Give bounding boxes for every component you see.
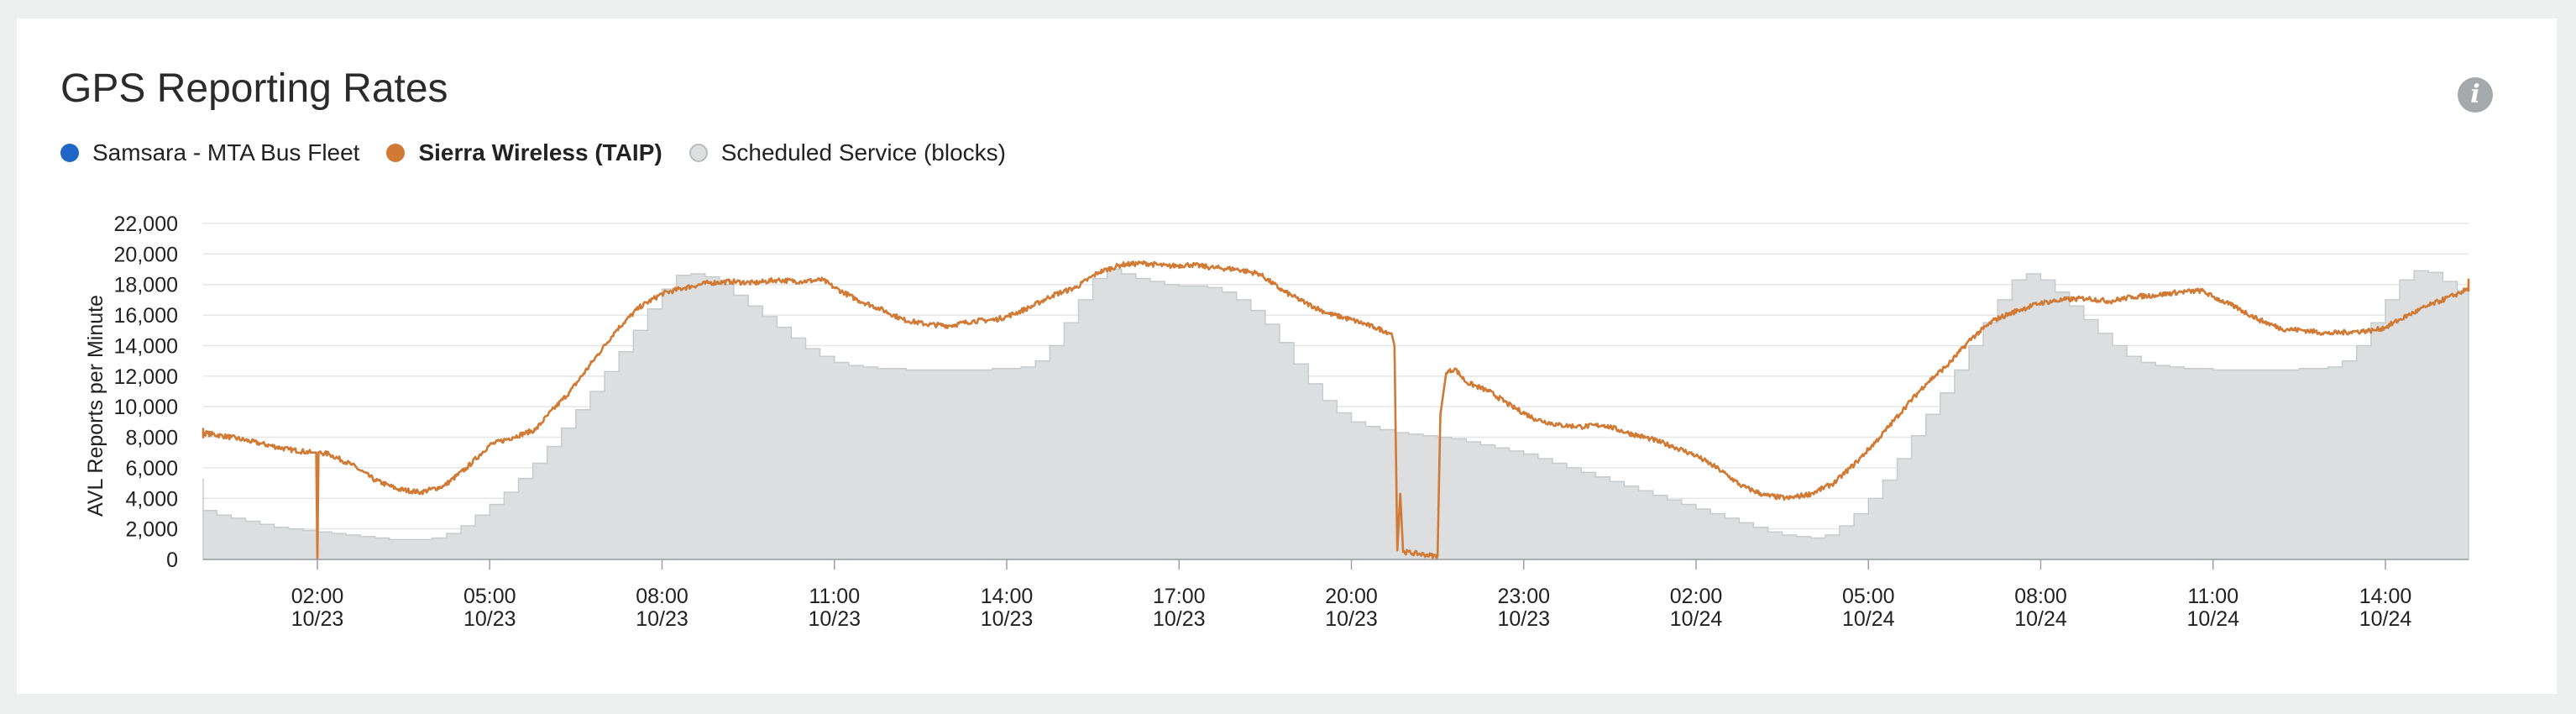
x-tick-time: 02:00 <box>1670 585 1723 608</box>
legend-label-sierra-wireless: Sierra Wireless (TAIP) <box>418 139 662 165</box>
y-tick-label: 22,000 <box>114 213 178 236</box>
x-tick-time: 20:00 <box>1325 585 1378 608</box>
sierra-wireless-series <box>202 260 2470 561</box>
x-tick-date: 10/23 <box>808 607 861 631</box>
x-tick-date: 10/23 <box>1497 607 1550 631</box>
x-tick-date: 10/23 <box>463 607 516 631</box>
x-tick-time: 08:00 <box>2014 585 2067 608</box>
scheduled-service-area <box>202 268 2469 560</box>
legend-item-sierra-wireless[interactable]: Sierra Wireless (TAIP) <box>386 139 662 166</box>
y-tick-label: 20,000 <box>114 243 178 266</box>
x-tick-date: 10/24 <box>1842 607 1895 631</box>
x-tick-date: 10/23 <box>1153 607 1206 631</box>
x-tick-time: 02:00 <box>291 585 344 608</box>
x-tick-date: 10/23 <box>636 607 689 631</box>
y-tick-label: 8,000 <box>125 427 178 450</box>
x-tick-date: 10/24 <box>2359 607 2412 631</box>
x-axis-ticks: 02:0010/2305:0010/2308:0010/2311:0010/23… <box>291 559 2412 631</box>
y-tick-label: 10,000 <box>114 396 178 419</box>
chart-title: GPS Reporting Rates <box>60 66 448 111</box>
y-tick-label: 6,000 <box>125 457 178 480</box>
legend-label-scheduled-service: Scheduled Service (blocks) <box>720 139 1006 165</box>
y-tick-label: 4,000 <box>125 487 178 511</box>
y-tick-label: 0 <box>166 549 178 572</box>
x-tick-time: 14:00 <box>2359 585 2412 608</box>
x-tick-date: 10/23 <box>981 607 1034 631</box>
x-tick-time: 11:00 <box>809 585 860 608</box>
x-tick-time: 05:00 <box>463 585 516 608</box>
legend-swatch-samsara <box>60 144 79 162</box>
y-tick-label: 12,000 <box>114 365 178 389</box>
scheduled-service-series <box>202 268 2469 560</box>
x-tick-date: 10/24 <box>2014 607 2067 631</box>
info-icon[interactable]: i <box>2458 77 2493 113</box>
x-tick-date: 10/23 <box>291 607 344 631</box>
y-tick-label: 16,000 <box>114 304 178 328</box>
x-tick-time: 08:00 <box>636 585 689 608</box>
legend-item-scheduled-service[interactable]: Scheduled Service (blocks) <box>689 139 1006 166</box>
x-tick-time: 17:00 <box>1153 585 1206 608</box>
x-tick-date: 10/24 <box>1670 607 1723 631</box>
x-tick-date: 10/24 <box>2186 607 2239 631</box>
y-tick-label: 18,000 <box>114 274 178 297</box>
legend-item-samsara[interactable]: Samsara - MTA Bus Fleet <box>60 139 359 166</box>
x-tick-time: 23:00 <box>1497 585 1550 608</box>
y-tick-label: 14,000 <box>114 334 178 358</box>
x-tick-time: 14:00 <box>981 585 1034 608</box>
sierra-wireless-line <box>202 260 2470 561</box>
y-tick-label: 2,000 <box>125 518 178 542</box>
legend-swatch-sierra-wireless <box>386 144 406 162</box>
legend-swatch-scheduled-service <box>689 144 708 162</box>
y-axis-ticks: 0 2,000 4,000 6,000 8,000 10,000 12,000 14,000 1… <box>114 213 178 572</box>
x-tick-time: 11:00 <box>2187 585 2238 608</box>
y-axis-label: AVL Reports per Minute <box>84 295 107 517</box>
x-tick-date: 10/23 <box>1325 607 1378 631</box>
x-tick-time: 05:00 <box>1842 585 1895 608</box>
legend-label-samsara: Samsara - MTA Bus Fleet <box>92 139 360 165</box>
legend: Samsara - MTA Bus Fleet Sierra Wireless … <box>60 139 1033 166</box>
